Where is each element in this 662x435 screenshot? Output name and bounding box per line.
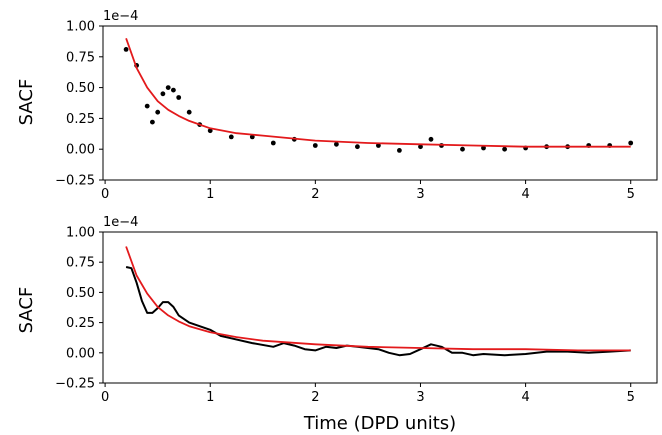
y-tick-label: 0.50 xyxy=(66,286,95,301)
x-tick-label: 2 xyxy=(311,187,319,202)
y-tick-label: 0.75 xyxy=(66,50,95,65)
axes-frame xyxy=(102,25,658,181)
data-point xyxy=(628,140,634,146)
x-tick-label: 5 xyxy=(627,390,635,405)
data-point xyxy=(155,109,161,115)
data-point xyxy=(418,144,423,150)
data-point xyxy=(502,146,507,152)
bottom-panel: 0 1 2 3 4 5 −0.25 0.00 0.25 0.50 0.75 1.00 1e−4 SACF T… xyxy=(16,215,658,434)
x-tick-label: 0 xyxy=(101,390,109,405)
data-point xyxy=(270,140,276,146)
y-tick-label: −0.25 xyxy=(55,377,95,392)
x-tick-label: 3 xyxy=(416,390,424,405)
x-tick-label: 1 xyxy=(206,390,214,405)
data-point xyxy=(481,145,486,151)
y-tick-label: −0.25 xyxy=(55,174,95,189)
top-panel: 0 1 2 3 4 5 −0.25 0.00 0.25 0.50 0.75 1.00 1e−4 SACF xyxy=(16,9,658,202)
x-tick-label: 0 xyxy=(101,187,109,202)
data-point xyxy=(160,91,166,97)
data-point xyxy=(176,95,182,100)
data-point xyxy=(355,144,360,150)
y-tick-label: 1.00 xyxy=(66,226,95,241)
data-point xyxy=(150,119,155,125)
axes-frame xyxy=(102,231,658,384)
fit-curve xyxy=(125,246,631,352)
x-tick-label: 2 xyxy=(311,390,319,405)
data-point xyxy=(428,136,434,142)
y-offset-label: 1e−4 xyxy=(103,215,138,230)
y-tick-label: 0.75 xyxy=(66,256,95,271)
data-point xyxy=(312,143,318,148)
y-tick-label: 0.00 xyxy=(66,143,95,158)
data-point xyxy=(165,85,171,90)
y-tick-label: 1.00 xyxy=(66,20,95,35)
x-tick-label: 3 xyxy=(416,187,424,202)
data-point xyxy=(144,103,150,109)
fit-curve xyxy=(125,37,631,148)
y-tick-label: 0.25 xyxy=(66,112,95,127)
y-axis-label: SACF xyxy=(16,79,37,126)
data-point xyxy=(376,143,381,148)
data-point xyxy=(249,134,255,140)
data-point xyxy=(171,87,176,93)
data-point xyxy=(460,146,465,152)
x-tick-label: 4 xyxy=(521,187,529,202)
y-axis-label: SACF xyxy=(16,287,37,334)
x-axis-label: Time (DPD units) xyxy=(303,413,456,434)
x-tick-label: 5 xyxy=(627,187,635,202)
data-point xyxy=(123,47,129,52)
x-tick-label: 1 xyxy=(206,187,214,202)
data-point xyxy=(228,134,234,140)
data-point xyxy=(207,128,213,134)
x-tick-label: 4 xyxy=(521,390,529,405)
data-point xyxy=(186,109,192,115)
data-point xyxy=(397,148,402,153)
y-offset-label: 1e−4 xyxy=(103,9,138,24)
y-tick-label: 0.50 xyxy=(66,81,95,96)
y-tick-label: 0.25 xyxy=(66,316,95,331)
y-tick-label: 0.00 xyxy=(66,346,95,361)
data-point xyxy=(334,141,339,147)
sacf-line xyxy=(125,266,631,357)
